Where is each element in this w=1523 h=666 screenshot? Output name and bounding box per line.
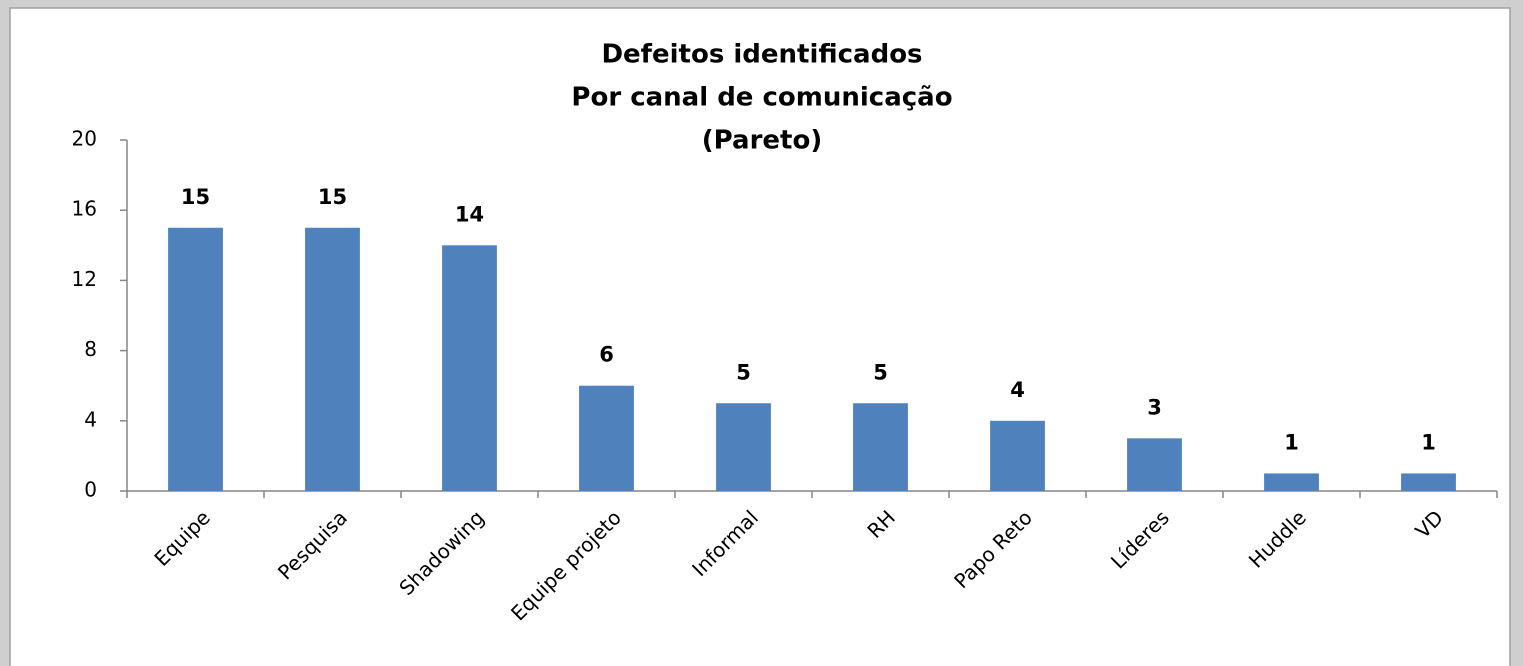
y-tick-label: 0 [84,478,97,502]
bar [990,420,1045,491]
data-label: 5 [873,360,888,384]
y-tick-label: 4 [84,407,97,431]
bar [168,227,223,491]
bar [579,385,634,491]
data-label: 1 [1284,430,1299,454]
bar [1127,438,1182,491]
bar [716,403,771,491]
data-label: 14 [455,202,484,226]
chart-area [9,7,1511,666]
y-tick-label: 12 [72,267,97,291]
bar [1401,473,1456,491]
chart-title: Por canal de comunicação [571,83,952,113]
data-label: 1 [1421,430,1436,454]
data-label: 6 [599,343,614,367]
data-label: 15 [181,185,210,209]
y-tick-label: 20 [72,127,97,151]
bar [442,245,497,491]
chart-title: Defeitos identificados [601,40,922,70]
data-label: 5 [736,360,751,384]
y-tick-label: 16 [72,197,97,221]
bar [853,403,908,491]
data-label: 15 [318,185,347,209]
y-tick-label: 8 [84,337,97,361]
data-label: 3 [1147,395,1162,419]
chart-title: (Pareto) [702,126,822,156]
data-label: 4 [1010,378,1025,402]
bar [1264,473,1319,491]
bar [305,227,360,491]
